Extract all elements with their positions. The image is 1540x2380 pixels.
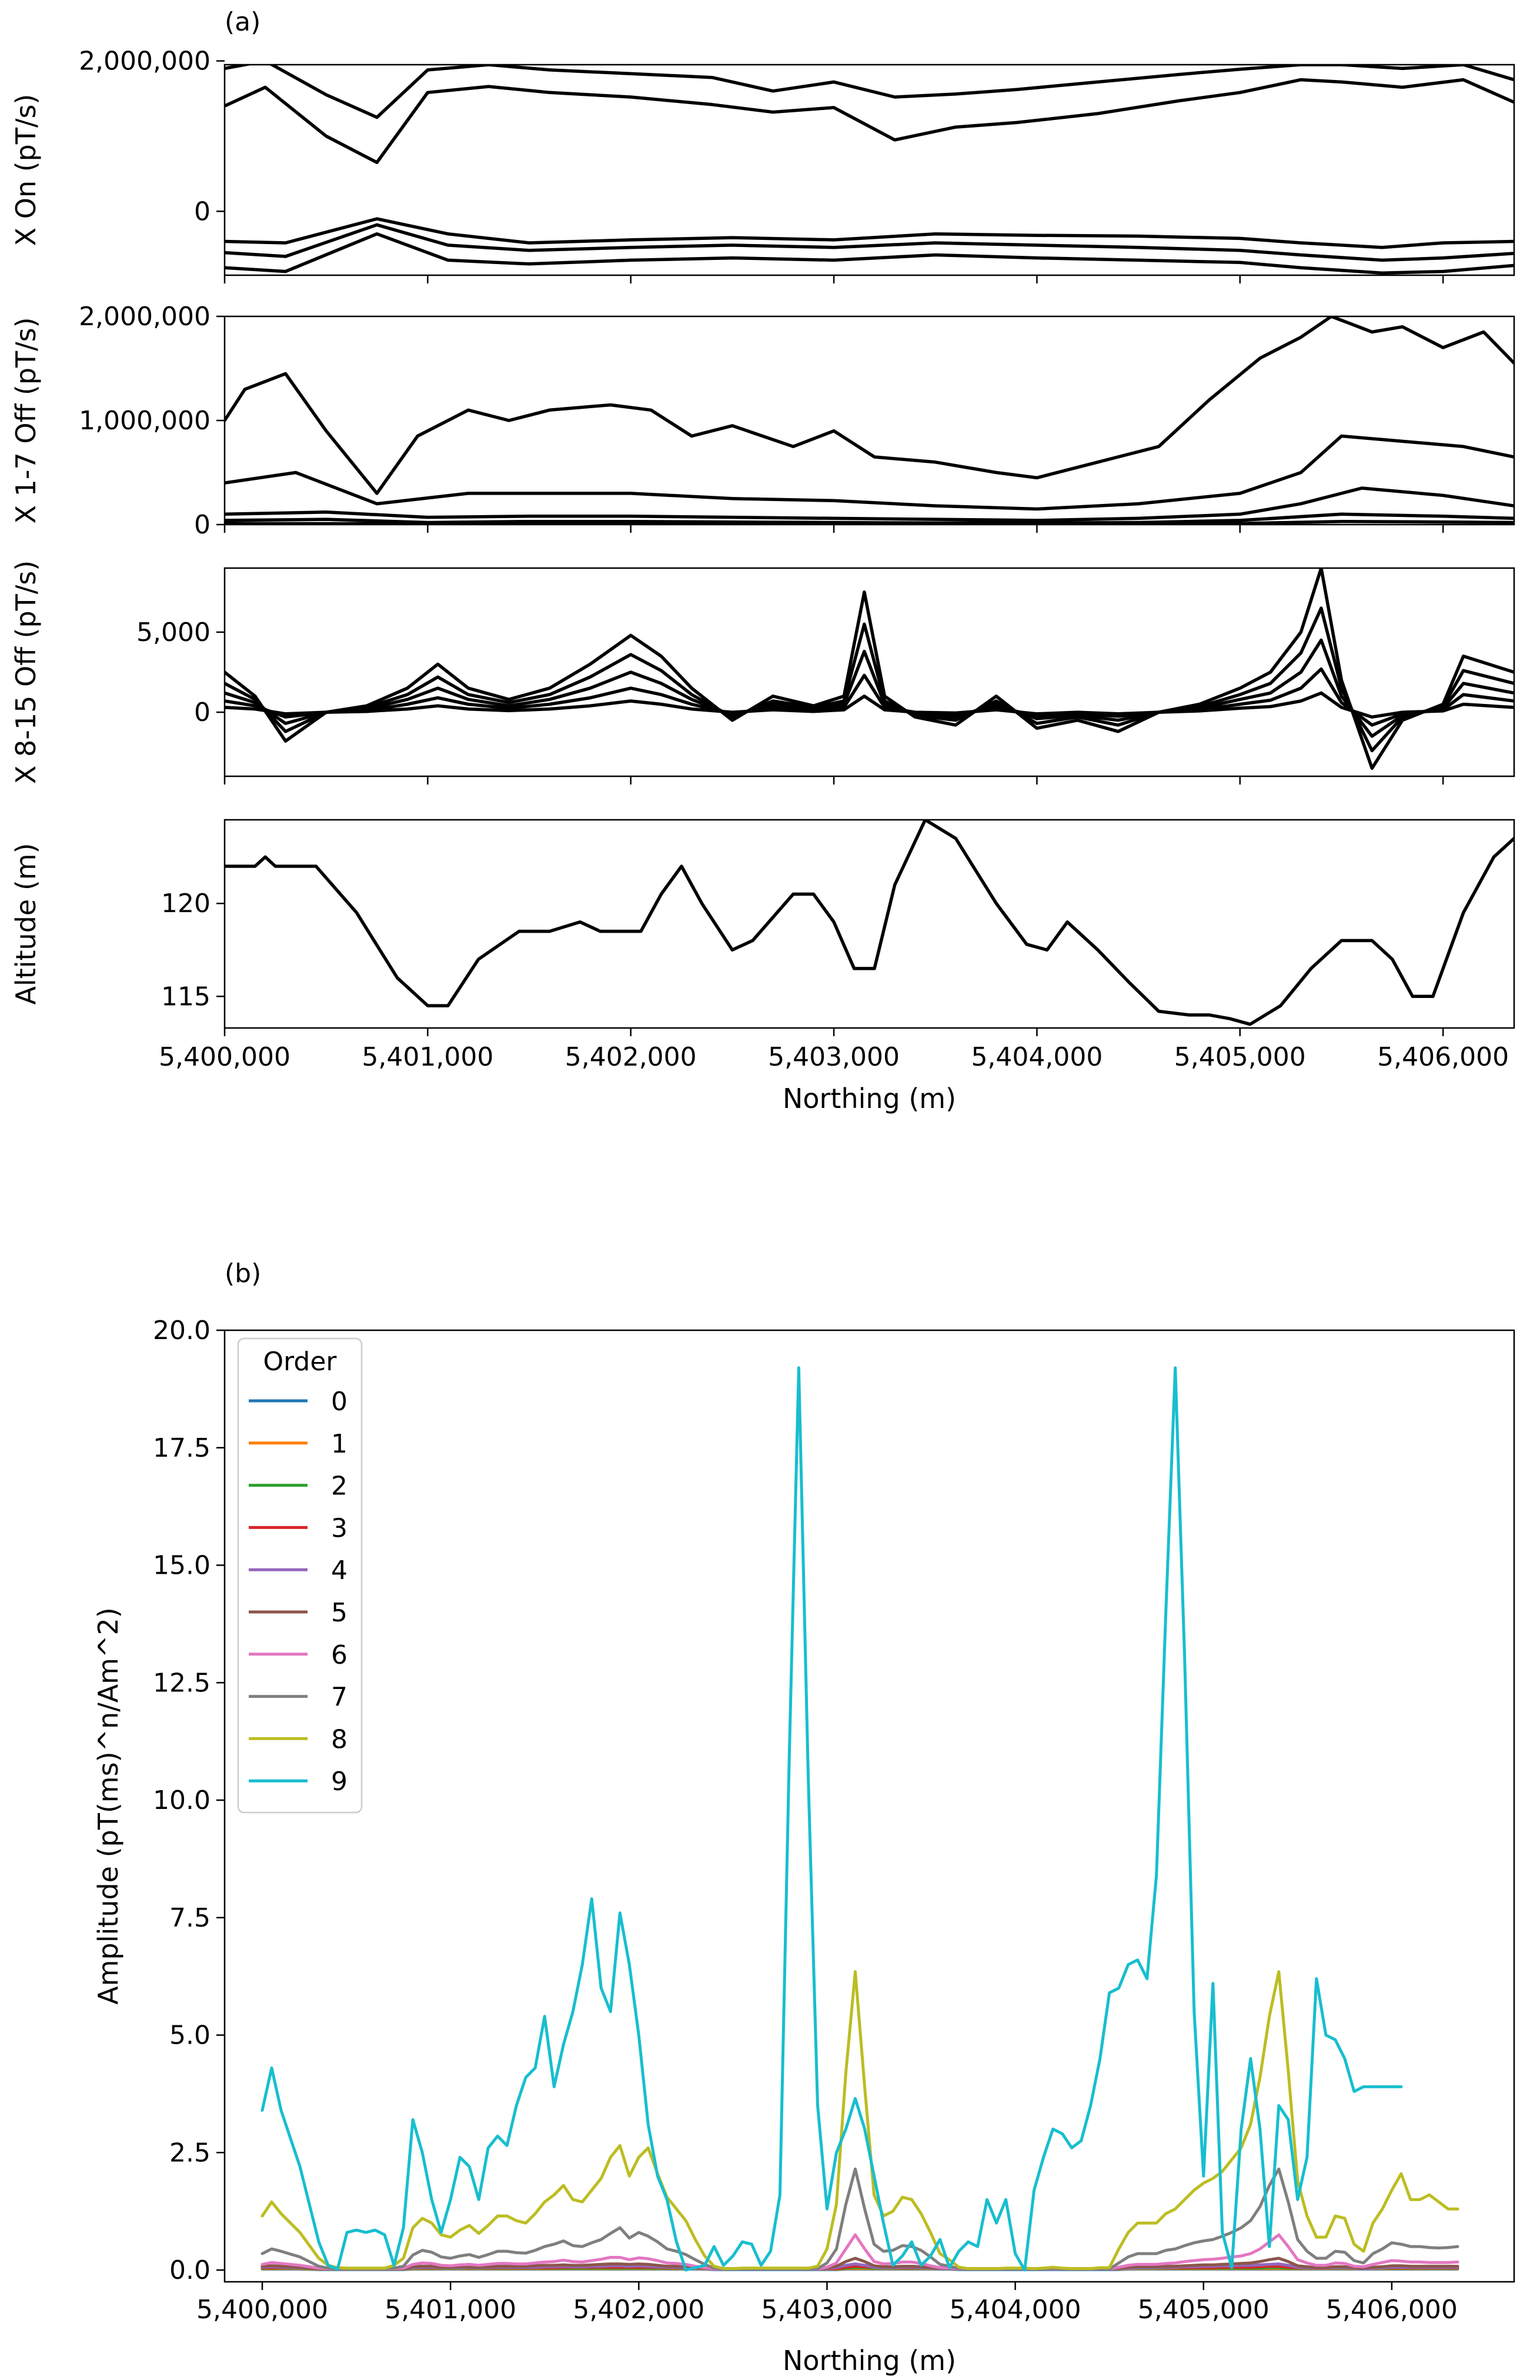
y-tick-label: 2.5 — [169, 2138, 211, 2168]
y-tick-label: 7.5 — [169, 1903, 211, 1933]
panel-b-label: (b) — [225, 1259, 261, 1289]
series-line-0 — [225, 65, 1514, 119]
y-tick-label: 5.0 — [169, 2021, 211, 2051]
series-line-order-8 — [260, 1970, 1459, 2271]
y-tick-label: 0 — [194, 510, 211, 540]
series-line-order-7 — [260, 2167, 1459, 2271]
series-group — [225, 65, 1514, 275]
panel-a-subplot-2: 0 5,000 X 8-15 Off (pT/s) — [10, 560, 1515, 785]
series-line-4 — [225, 232, 1514, 275]
series-group — [225, 568, 1514, 770]
plot-frame — [223, 567, 1515, 777]
series-line-order-5 — [260, 2257, 1459, 2271]
plot-frame — [223, 315, 1515, 526]
series-line-2 — [225, 638, 1514, 738]
legend-label-order-9: 9 — [331, 1767, 348, 1797]
y-axis-label: Altitude (m) — [10, 843, 42, 1004]
x-axis-label: Northing (m) — [783, 1083, 956, 1114]
legend-title: Order — [263, 1347, 337, 1377]
x-tick-label: 5,402,000 — [573, 2295, 704, 2325]
panel-a-label: (a) — [225, 7, 260, 37]
y-tick-label: 120 — [161, 889, 211, 919]
series-group — [225, 820, 1514, 1026]
plot-frame — [223, 64, 1515, 276]
legend-label-order-2: 2 — [331, 1471, 348, 1501]
series-line-order-6 — [260, 2233, 1459, 2271]
y-tick-label: 20.0 — [153, 1316, 211, 1346]
legend-label-order-4: 4 — [331, 1555, 348, 1585]
legend-label-order-1: 1 — [331, 1429, 348, 1459]
y-axis-label: X 8-15 Off (pT/s) — [10, 560, 42, 784]
legend-label-order-7: 7 — [331, 1683, 348, 1713]
x-tick-label: 5,400,000 — [159, 1042, 290, 1072]
series-line-4 — [225, 691, 1514, 719]
x-tick-label: 5,405,000 — [1138, 2295, 1270, 2325]
series-line-order-9 — [260, 1366, 1403, 2272]
series-line-0 — [225, 568, 1514, 770]
panel-a-subplot-3: 115 120 Altitude (m) — [10, 819, 1515, 1036]
y-axis-label: X 1-7 Off (pT/s) — [10, 317, 42, 523]
x-tick-label: 5,406,000 — [1326, 2295, 1458, 2325]
y-axis-label: Amplitude (pT(ms)^n/Am^2) — [92, 1607, 124, 2005]
x-tick-label: 5,405,000 — [1174, 1042, 1306, 1072]
x-tick-label: 5,401,000 — [362, 1042, 493, 1072]
y-tick-label: 15.0 — [153, 1551, 211, 1581]
legend-label-order-6: 6 — [331, 1640, 348, 1670]
x-tick-label: 5,403,000 — [768, 1042, 900, 1072]
legend-label-order-5: 5 — [331, 1598, 348, 1628]
y-tick-label: 115 — [161, 982, 211, 1012]
y-tick-label: 2,000,000 — [79, 46, 211, 76]
x-tick-label: 5,403,000 — [761, 2295, 893, 2325]
x-tick-label: 5,404,000 — [971, 1042, 1103, 1072]
legend-frame — [237, 1337, 363, 1814]
x-axis-label: Northing (m) — [783, 2345, 956, 2376]
x-tick-label: 5,401,000 — [385, 2295, 516, 2325]
series-group — [225, 316, 1514, 525]
legend-label-order-3: 3 — [331, 1513, 348, 1543]
legend-label-order-8: 8 — [331, 1724, 348, 1754]
series-line-3 — [225, 223, 1514, 262]
y-tick-label: 10.0 — [153, 1785, 211, 1815]
series-line-1 — [225, 606, 1514, 753]
x-tick-label: 5,406,000 — [1377, 1042, 1509, 1072]
x-tick-label: 5,400,000 — [196, 2295, 328, 2325]
series-line-2 — [225, 486, 1514, 522]
legend: Order 0 1 2 3 4 5 6 7 8 9 — [237, 1337, 363, 1814]
panel-a-subplot-0: 0 2,000,000 X On (pT/s) — [10, 46, 1515, 283]
y-tick-label: 5,000 — [136, 617, 211, 647]
series-line-1 — [225, 434, 1514, 511]
series-line-1 — [225, 78, 1514, 164]
y-tick-label: 2,000,000 — [79, 302, 211, 332]
x-tick-label: 5,404,000 — [950, 2295, 1081, 2325]
y-tick-label: 17.5 — [153, 1433, 211, 1463]
panel-a-subplot-1: 0 1,000,000 2,000,000 X 1-7 Off (pT/s) — [10, 302, 1515, 540]
x-tick-label: 5,402,000 — [565, 1042, 697, 1072]
series-line-3 — [225, 667, 1514, 727]
panel-b-plot: 0.0 2.5 5.0 7.5 10.0 12.5 15.0 17.5 20.0 5,400,00… — [92, 1316, 1515, 2376]
y-tick-label: 0 — [194, 697, 211, 727]
plot-frame — [223, 819, 1515, 1029]
series-line-2 — [225, 217, 1514, 249]
y-tick-label: 1,000,000 — [79, 406, 211, 436]
y-tick-label: 12.5 — [153, 1668, 211, 1698]
y-tick-label: 0 — [194, 196, 211, 226]
y-tick-label: 0.0 — [169, 2255, 211, 2285]
series-line-0 — [225, 316, 1514, 495]
series-group — [260, 1366, 1459, 2272]
series-line-0 — [225, 820, 1514, 1026]
legend-label-order-0: 0 — [331, 1387, 348, 1417]
y-axis-label: X On (pT/s) — [10, 94, 42, 246]
plot-frame — [223, 1329, 1515, 2283]
